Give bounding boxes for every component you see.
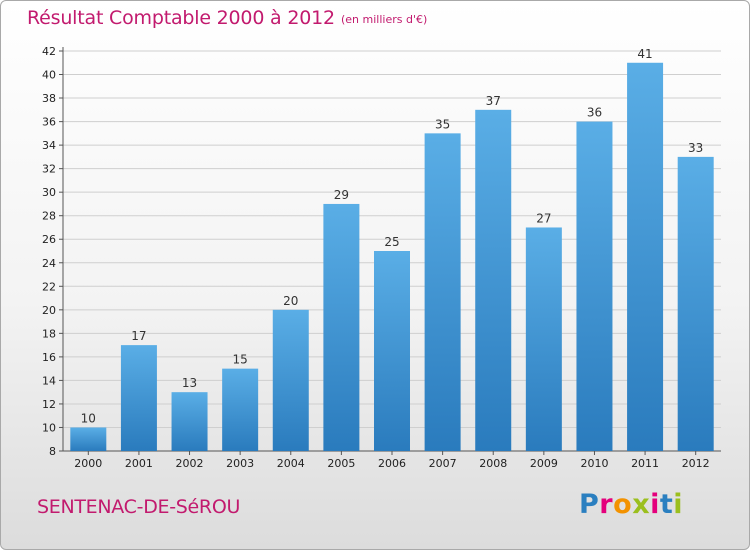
bar-2001 bbox=[120, 345, 157, 451]
x-tick-label-2009: 2009 bbox=[530, 457, 558, 470]
bar-2004 bbox=[272, 309, 309, 451]
x-tick-label-2010: 2010 bbox=[580, 457, 608, 470]
x-tick-label-2003: 2003 bbox=[226, 457, 254, 470]
x-tick-label-2006: 2006 bbox=[378, 457, 406, 470]
logo-letter: x bbox=[632, 489, 651, 520]
y-tick-label: 32 bbox=[42, 163, 56, 176]
logo-letter: o bbox=[613, 489, 633, 520]
bar-2007 bbox=[424, 133, 461, 451]
x-tick-label-2008: 2008 bbox=[479, 457, 507, 470]
bar-2005 bbox=[323, 203, 360, 451]
bar-2006 bbox=[374, 251, 410, 451]
data-label-2009: 27 bbox=[536, 211, 551, 225]
bar-2000 bbox=[70, 427, 107, 451]
x-tick-label-2005: 2005 bbox=[327, 457, 355, 470]
data-label-2012: 33 bbox=[688, 141, 703, 155]
y-tick-label: 26 bbox=[42, 233, 56, 246]
bar-2011 bbox=[627, 62, 664, 451]
chart-unit: (en milliers d'€) bbox=[341, 13, 428, 26]
logo-letter: i bbox=[673, 489, 684, 520]
data-label-2005: 29 bbox=[334, 188, 349, 202]
logo-letter: t bbox=[659, 489, 674, 520]
data-label-2003: 15 bbox=[233, 353, 248, 367]
bar-2002 bbox=[171, 392, 208, 451]
y-tick-label: 18 bbox=[42, 327, 56, 340]
y-tick-label: 40 bbox=[42, 69, 56, 82]
x-tick-label-2011: 2011 bbox=[631, 457, 659, 470]
y-tick-label: 14 bbox=[42, 374, 56, 387]
y-tick-label: 36 bbox=[42, 116, 56, 129]
x-tick-label-2002: 2002 bbox=[176, 457, 204, 470]
y-tick-label: 30 bbox=[42, 186, 56, 199]
x-tick-label-2000: 2000 bbox=[74, 457, 102, 470]
logo-letter: P bbox=[579, 489, 600, 520]
logo-letter: i bbox=[650, 489, 660, 520]
data-label-2002: 13 bbox=[182, 376, 197, 390]
y-tick-label: 42 bbox=[42, 45, 56, 58]
x-tick-label-2004: 2004 bbox=[277, 457, 305, 470]
x-tick-label-2012: 2012 bbox=[682, 457, 710, 470]
data-label-2010: 36 bbox=[587, 106, 602, 120]
commune-name: SENTENAC-DE-SéROU bbox=[37, 496, 241, 518]
chart-title: Résultat Comptable 2000 à 2012 bbox=[27, 7, 335, 29]
data-label-2006: 25 bbox=[384, 235, 399, 249]
y-tick-label: 12 bbox=[42, 398, 56, 411]
bar-2009 bbox=[525, 227, 562, 451]
y-tick-label: 28 bbox=[42, 210, 56, 223]
logo-letter: r bbox=[599, 489, 614, 520]
y-tick-label: 34 bbox=[42, 139, 56, 152]
data-label-2000: 10 bbox=[81, 411, 96, 425]
bars: 10 17 13 15 20 29 25 35 37 27 36 41 33 bbox=[70, 47, 714, 452]
proxiti-logo: Proxiti bbox=[579, 489, 683, 520]
bar-2010 bbox=[576, 121, 613, 452]
data-label-2004: 20 bbox=[283, 294, 298, 308]
bar-2003 bbox=[222, 368, 259, 451]
y-tick-label: 24 bbox=[42, 257, 56, 270]
y-tick-label: 8 bbox=[49, 445, 56, 458]
data-label-2008: 37 bbox=[486, 94, 501, 108]
x-tick-label-2007: 2007 bbox=[429, 457, 457, 470]
data-label-2007: 35 bbox=[435, 117, 450, 131]
y-tick-label: 10 bbox=[42, 421, 56, 434]
data-label-2011: 41 bbox=[637, 47, 652, 61]
y-tick-label: 16 bbox=[42, 351, 56, 364]
y-tick-label: 38 bbox=[42, 92, 56, 105]
x-tick-label-2001: 2001 bbox=[125, 457, 153, 470]
y-tick-label: 20 bbox=[42, 304, 56, 317]
bar-2012 bbox=[677, 156, 714, 451]
bar-2008 bbox=[475, 109, 512, 451]
data-label-2001: 17 bbox=[131, 329, 146, 343]
y-tick-label: 22 bbox=[42, 280, 56, 293]
